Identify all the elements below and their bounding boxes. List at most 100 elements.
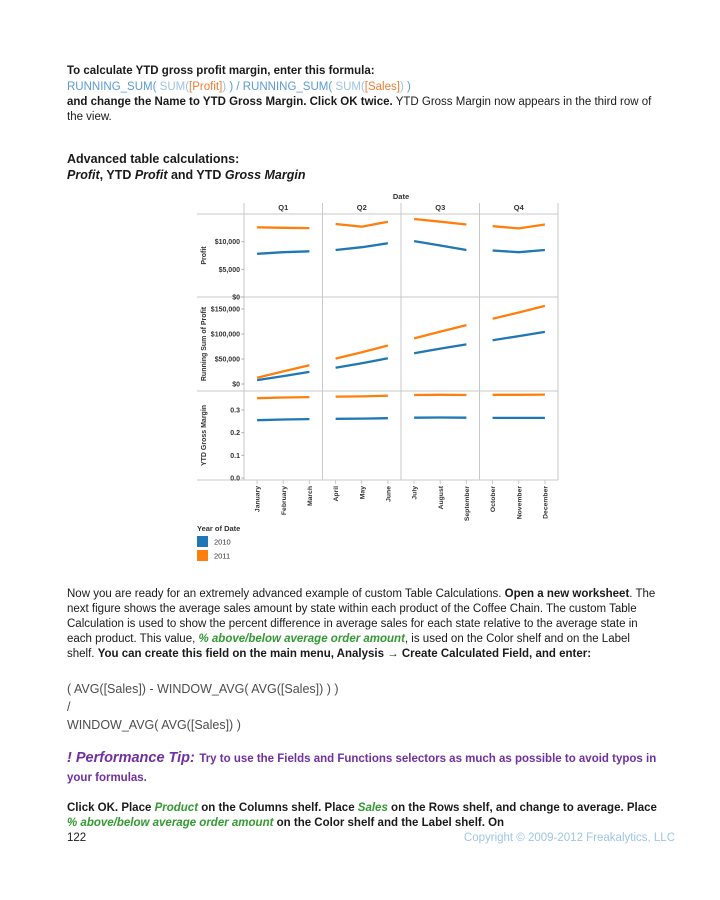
series-line-2010 bbox=[335, 417, 388, 420]
text-segment: ( AVG([Sales]) - WINDOW_AVG( AVG([Sales]… bbox=[67, 682, 339, 696]
month-label: December bbox=[542, 486, 549, 519]
section-heading-line1: Advanced table calculations: bbox=[67, 151, 675, 167]
quarter-header: Q2 bbox=[357, 203, 367, 212]
series-line-2011 bbox=[257, 226, 310, 230]
month-label: February bbox=[281, 486, 288, 515]
text-segment: . The next figure shows the average sale… bbox=[67, 588, 656, 645]
text-segment: ) bbox=[222, 81, 227, 93]
text-segment: Profit bbox=[134, 168, 168, 182]
calculated-field-formula-block: ( AVG([Sales]) - WINDOW_AVG( AVG([Sales]… bbox=[67, 680, 675, 734]
document-page: To calculate YTD gross profit margin, en… bbox=[67, 65, 675, 844]
text-segment: [Profit] bbox=[189, 81, 223, 93]
legend-title: Year of Date bbox=[197, 524, 240, 533]
axis-tick-label: 0.1 bbox=[230, 453, 240, 460]
axis-tick-label: 0.2 bbox=[230, 430, 240, 437]
performance-tip-label: ! Performance Tip: bbox=[67, 750, 195, 766]
series-line-2010 bbox=[257, 250, 310, 255]
month-label: April bbox=[333, 486, 340, 502]
text-segment: Product bbox=[154, 802, 199, 814]
row-axis-label: Running Sum of Profit bbox=[201, 306, 208, 381]
series-line-2010 bbox=[335, 242, 389, 252]
text-segment: YTD Gross Margin now appears in the thir… bbox=[67, 96, 652, 123]
performance-tip: ! Performance Tip: Try to use the Fields… bbox=[67, 749, 667, 787]
text-segment: Sales bbox=[357, 802, 388, 814]
text-segment: on the Color shelf and the Label shelf. … bbox=[273, 817, 505, 829]
axis-tick-label: $150,000 bbox=[211, 307, 240, 314]
page-number: 122 bbox=[67, 832, 87, 844]
axis-tick-label: $5,000 bbox=[219, 267, 241, 274]
text-segment: Advanced table calculations: bbox=[67, 152, 240, 166]
formula-line-2: / bbox=[67, 698, 675, 716]
text-segment: Profit bbox=[67, 168, 100, 182]
copyright: Copyright © 2009-2012 Freakalytics, LLC bbox=[463, 832, 675, 844]
series-line-2010 bbox=[492, 330, 546, 342]
axis-tick-label: $10,000 bbox=[215, 239, 240, 246]
text-segment: You can create this field on the main me… bbox=[97, 648, 592, 660]
axis-tick-label: 0.3 bbox=[230, 407, 240, 414]
text-segment: SUM( bbox=[332, 81, 365, 93]
ytd-gross-margin-formula: RUNNING_SUM( SUM([Profit]) ) / RUNNING_S… bbox=[67, 79, 659, 95]
text-segment: SUM( bbox=[156, 81, 190, 93]
series-line-2010 bbox=[335, 357, 389, 369]
text-segment: % above/below average order amount bbox=[198, 633, 405, 645]
quarter-header: Q3 bbox=[435, 203, 445, 212]
series-line-2011 bbox=[492, 223, 546, 230]
legend-label: 2010 bbox=[214, 538, 231, 547]
text-segment: on the Rows shelf, and change to average… bbox=[387, 802, 657, 814]
page-footer: 122 Copyright © 2009-2012 Freakalytics, … bbox=[67, 832, 675, 844]
text-segment: and change the Name to YTD Gross Margin.… bbox=[67, 96, 393, 108]
text-segment: , is used on the Color shelf and on the … bbox=[67, 633, 630, 660]
series-line-2011 bbox=[413, 217, 467, 226]
text-segment: Open a new worksheet bbox=[504, 588, 630, 600]
section-heading: Advanced table calculations: Profit, YTD… bbox=[67, 151, 675, 183]
text-segment: and YTD bbox=[167, 168, 225, 182]
text-segment: Now you are ready for an extremely advan… bbox=[67, 588, 505, 600]
series-line-2011 bbox=[335, 394, 388, 398]
axis-tick-label: $100,000 bbox=[211, 332, 240, 339]
month-label: May bbox=[359, 486, 366, 499]
month-label: November bbox=[516, 486, 523, 520]
text-segment: RUNNING_SUM( bbox=[67, 81, 157, 93]
quarter-header: Q1 bbox=[278, 203, 288, 212]
formula-line-1: ( AVG([Sales]) - WINDOW_AVG( AVG([Sales]… bbox=[67, 680, 675, 698]
text-segment: Click OK. Place bbox=[67, 802, 155, 814]
text-segment: / bbox=[67, 700, 71, 714]
axis-tick-label: 0.0 bbox=[230, 476, 240, 483]
text-segment: Gross Margin bbox=[224, 168, 306, 182]
series-line-2010 bbox=[256, 370, 310, 382]
intro-paragraph: and change the Name to YTD Gross Margin.… bbox=[67, 95, 659, 125]
series-line-2011 bbox=[335, 220, 389, 228]
chart-svg: Date Q1 Q2 Q3 Q4 $10,000 $5,000 $0 Profit $150,00… bbox=[197, 192, 559, 561]
axis-tick-label: $0 bbox=[232, 295, 240, 302]
series-line-2010 bbox=[257, 417, 310, 422]
row-axis-label: Profit bbox=[201, 246, 208, 265]
text-segment: on the Columns shelf. Place bbox=[198, 802, 358, 814]
text-segment: % above/below average order amount bbox=[67, 817, 274, 829]
series-line-2011 bbox=[492, 304, 546, 320]
text-segment: , YTD bbox=[99, 168, 135, 182]
series-line-2011 bbox=[335, 344, 389, 360]
month-label: January bbox=[255, 486, 262, 512]
month-label: June bbox=[385, 486, 392, 502]
month-label: March bbox=[307, 486, 314, 506]
month-label: August bbox=[438, 485, 445, 509]
click-ok-paragraph: Click OK. Place Product on the Columns s… bbox=[67, 801, 659, 831]
legend-swatch-2011 bbox=[197, 550, 208, 561]
axis-tick-label: $0 bbox=[232, 382, 240, 389]
text-segment: RUNNING_SUM( bbox=[242, 81, 333, 93]
series-line-2010 bbox=[413, 343, 467, 355]
series-line-2011 bbox=[257, 395, 310, 400]
text-segment: ) bbox=[399, 81, 404, 93]
text-segment: [Sales] bbox=[364, 81, 400, 93]
section-heading-line2: Profit, YTD Profit and YTD Gross Margin bbox=[67, 167, 675, 183]
quarter-header: Q4 bbox=[514, 203, 525, 212]
table-calculations-chart: Date Q1 Q2 Q3 Q4 $10,000 $5,000 $0 Profit $150,00… bbox=[195, 190, 675, 575]
text-segment: WINDOW_AVG( AVG([Sales]) ) bbox=[67, 718, 241, 732]
series-line-2010 bbox=[413, 239, 467, 252]
row-axis-label: YTD Gross Margin bbox=[201, 405, 208, 466]
chart-title: Date bbox=[393, 192, 409, 201]
month-label: July bbox=[412, 486, 419, 500]
legend-swatch-2010 bbox=[197, 536, 208, 547]
text-segment: ) / bbox=[226, 81, 243, 93]
formula-line-3: WINDOW_AVG( AVG([Sales]) ) bbox=[67, 716, 675, 734]
